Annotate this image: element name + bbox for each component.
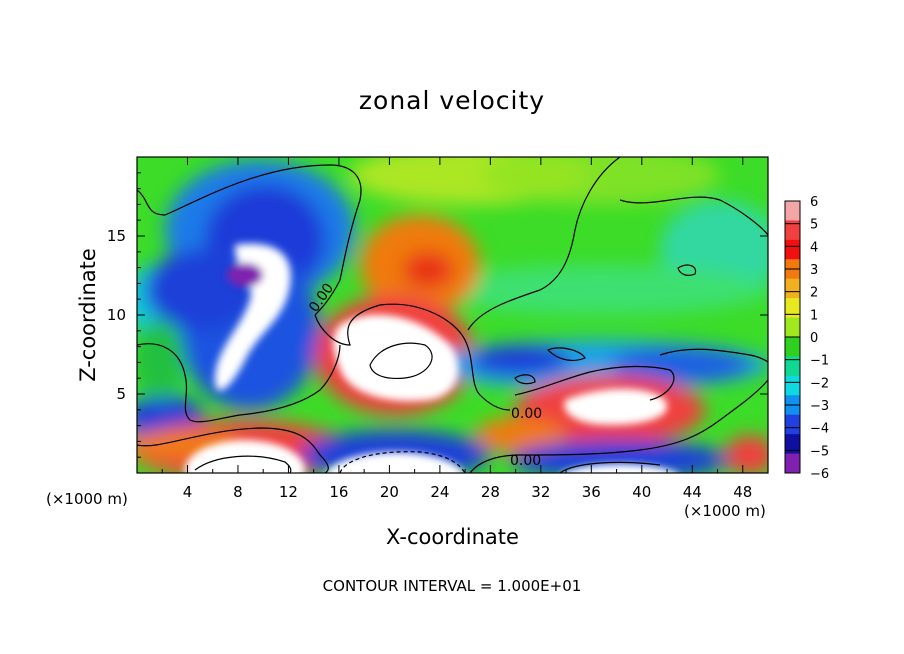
velocity-field	[137, 157, 768, 473]
contour-label: 0.00	[510, 453, 541, 469]
colorbar-swatch	[785, 375, 800, 396]
colorbar-swatch	[785, 434, 800, 455]
chart-title: zonal velocity	[358, 86, 546, 115]
colorbar-swatch	[785, 453, 800, 474]
colorbar-swatch	[785, 278, 800, 299]
x-tick-label: 40	[632, 483, 651, 501]
colorbar-label: −6	[810, 467, 829, 482]
colorbar-swatch	[785, 239, 800, 260]
y-axis: 5 10 15	[107, 172, 768, 458]
contour-interval-note: CONTOUR INTERVAL = 1.000E+01	[322, 577, 582, 595]
colorbar-swatch	[785, 220, 800, 241]
colorbar-swatch	[785, 414, 800, 435]
x-tick-label: 48	[733, 483, 752, 501]
colorbar-label: −5	[810, 444, 829, 459]
colorbar: 6 5 4 3 2 1 0 −1 −2 −3 −4 −5 −6	[784, 195, 829, 482]
colorbar-label: 6	[810, 195, 818, 210]
x-tick-label: 20	[380, 483, 399, 501]
y-axis-label: Z-coordinate	[76, 248, 100, 382]
colorbar-label: −3	[810, 399, 829, 414]
y-tick-label: 15	[107, 227, 126, 245]
y-tick-label: 10	[107, 306, 126, 324]
x-unit-label-right: (×1000 m)	[684, 502, 766, 520]
y-tick-label: 5	[116, 385, 126, 403]
x-tick-label: 8	[233, 483, 243, 501]
colorbar-swatch	[785, 201, 800, 221]
colorbar-label: −1	[810, 354, 829, 369]
x-unit-label-left: (×1000 m)	[46, 490, 128, 508]
x-tick-label: 16	[329, 483, 348, 501]
colorbar-swatch	[785, 337, 800, 357]
x-tick-label: 28	[481, 483, 500, 501]
colorbar-label: 0	[810, 331, 818, 346]
x-tick-label: 44	[683, 483, 702, 501]
colorbar-swatch	[785, 356, 800, 377]
x-tick-label: 36	[582, 483, 601, 501]
colorbar-label: −2	[810, 376, 829, 391]
colorbar-label: 1	[810, 308, 818, 323]
colorbar-label: 5	[810, 218, 818, 233]
x-tick-label: 32	[531, 483, 550, 501]
contour-label: 0.00	[511, 406, 542, 422]
x-tick-label: 4	[183, 483, 193, 501]
x-axis-label: X-coordinate	[386, 525, 519, 549]
colorbar-label: −4	[810, 422, 829, 437]
colorbar-swatch	[785, 298, 800, 319]
colorbar-label: 4	[810, 240, 818, 255]
x-tick-label: 24	[430, 483, 449, 501]
colorbar-label: 2	[810, 286, 818, 301]
colorbar-swatch	[785, 317, 800, 338]
x-tick-label: 12	[279, 483, 298, 501]
x-axis: 4 8 12 16 20 24 28 32 36 40 44 48	[161, 157, 752, 501]
colorbar-label: 3	[810, 263, 818, 278]
